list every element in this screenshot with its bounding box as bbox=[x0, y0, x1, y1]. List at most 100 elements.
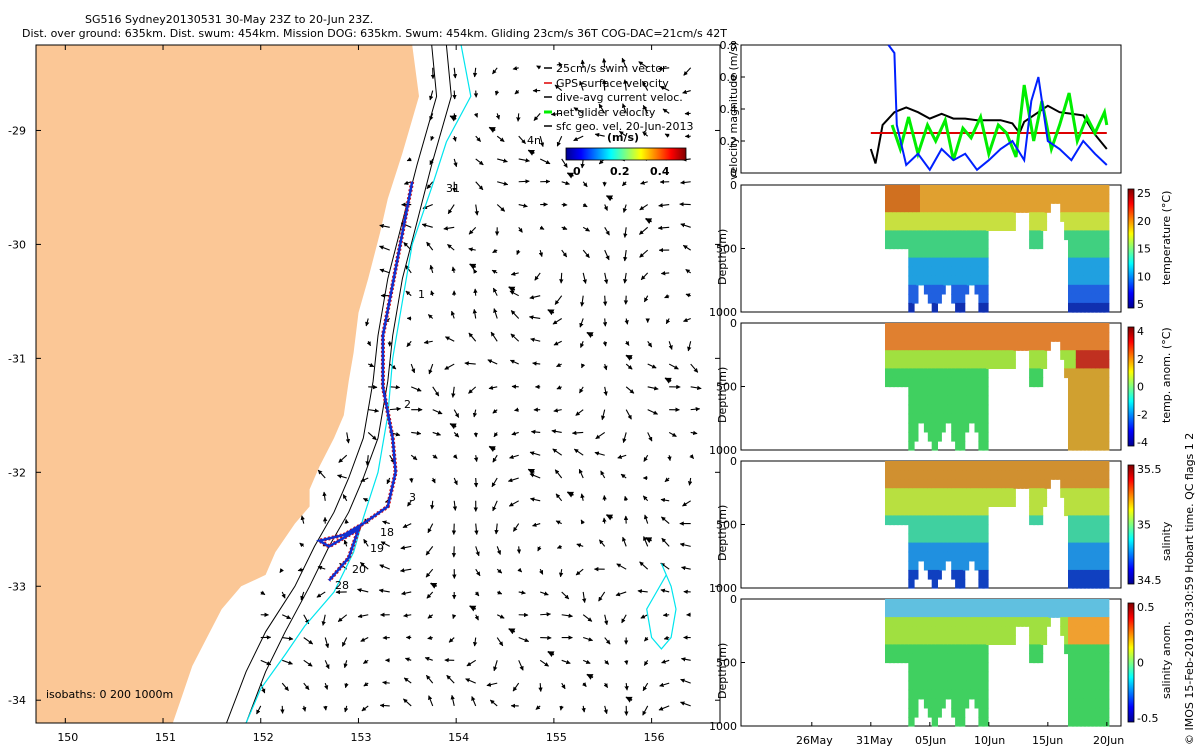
section-cell bbox=[943, 497, 950, 507]
section-cell bbox=[966, 635, 974, 645]
section-cell bbox=[1071, 506, 1079, 517]
section-cell bbox=[1099, 626, 1106, 636]
geo-vector-mark bbox=[303, 637, 314, 645]
geo-vector-mark bbox=[625, 386, 635, 394]
section-cell bbox=[955, 386, 962, 397]
section-cell bbox=[959, 533, 966, 544]
geo-vector-mark bbox=[601, 409, 606, 421]
section-cell bbox=[1095, 257, 1102, 268]
swim-vector-mark bbox=[547, 650, 555, 658]
section-cell bbox=[1099, 368, 1106, 379]
section-cell bbox=[974, 230, 981, 241]
section-cell bbox=[1103, 212, 1110, 222]
geo-vector-mark bbox=[598, 591, 606, 602]
time-axis: 26May 31May 05Jun 10Jun 15Jun 20Jun bbox=[796, 722, 1124, 747]
section-cell bbox=[892, 599, 900, 609]
section-cell bbox=[951, 293, 958, 304]
section-cell bbox=[982, 488, 989, 498]
section-cell bbox=[951, 644, 958, 655]
map-xtick-label: 154 bbox=[448, 731, 469, 744]
section-cell bbox=[931, 533, 938, 544]
section-cell bbox=[1071, 194, 1079, 204]
section-cell bbox=[994, 479, 1001, 489]
section-cell bbox=[939, 332, 946, 342]
geo-vector-mark bbox=[595, 431, 606, 440]
section-cell bbox=[935, 431, 942, 442]
section-cell bbox=[978, 689, 985, 700]
section-cell bbox=[1083, 293, 1090, 304]
section-cell bbox=[892, 461, 900, 471]
section-cell bbox=[908, 248, 915, 259]
section-cell bbox=[966, 221, 974, 231]
section-cell bbox=[1009, 221, 1016, 231]
section-cell bbox=[1079, 422, 1086, 433]
section-cell bbox=[974, 284, 981, 295]
section-cell bbox=[970, 551, 977, 562]
section-cell bbox=[1091, 716, 1098, 727]
section-cell bbox=[970, 239, 977, 250]
section-cell bbox=[1071, 626, 1079, 636]
section-cell bbox=[923, 386, 931, 397]
section-cell bbox=[1009, 599, 1016, 609]
section-cell bbox=[1099, 608, 1106, 618]
section-cell bbox=[955, 524, 962, 535]
section-cell bbox=[916, 194, 923, 204]
section-cell bbox=[1036, 323, 1044, 333]
section-cell bbox=[1091, 395, 1098, 406]
geo-vector-mark bbox=[663, 635, 670, 640]
section-cell bbox=[959, 551, 966, 562]
section-cell bbox=[935, 341, 942, 351]
section-cell bbox=[943, 608, 950, 618]
section-cell bbox=[935, 203, 942, 213]
geo-vector-mark bbox=[664, 294, 670, 299]
section-cell bbox=[908, 617, 915, 627]
section-ytick-label: 500 bbox=[716, 243, 737, 256]
map-ytick-label: -33 bbox=[8, 580, 26, 593]
section-cell bbox=[1083, 230, 1090, 241]
section-cell bbox=[943, 359, 950, 369]
section-cell bbox=[1071, 440, 1079, 451]
section-cell bbox=[1083, 689, 1090, 700]
section-cell bbox=[962, 341, 970, 351]
section-cell bbox=[1087, 404, 1094, 415]
section-cell bbox=[1005, 608, 1012, 618]
geo-vector-mark bbox=[624, 660, 629, 665]
section-cell bbox=[1099, 524, 1106, 535]
section-cell bbox=[966, 506, 974, 517]
section-cell bbox=[1068, 470, 1075, 480]
section-cell bbox=[923, 662, 931, 673]
section-cell bbox=[959, 698, 966, 709]
section-cell bbox=[920, 368, 927, 379]
section-cell bbox=[990, 470, 997, 480]
geo-vector-mark bbox=[642, 105, 649, 114]
section-cell bbox=[974, 680, 981, 691]
section-cell bbox=[892, 515, 900, 526]
section-cell bbox=[1017, 194, 1024, 204]
velocity-series-line bbox=[890, 84, 1109, 161]
section-cell bbox=[966, 359, 974, 369]
section-cell bbox=[962, 332, 970, 342]
section-cell bbox=[923, 488, 931, 498]
section-cell bbox=[1071, 644, 1079, 655]
geo-vector-mark bbox=[603, 272, 609, 285]
section-cell bbox=[916, 617, 923, 627]
section-cell bbox=[1068, 680, 1075, 691]
section-cell bbox=[1083, 461, 1090, 471]
section-cell bbox=[939, 461, 946, 471]
geo-vector-mark bbox=[658, 705, 670, 711]
section-cell bbox=[912, 608, 919, 618]
section-cell bbox=[935, 551, 942, 562]
section-cell bbox=[951, 608, 958, 618]
section-cell bbox=[1079, 542, 1086, 553]
section-cell bbox=[1095, 635, 1102, 645]
section-cell bbox=[978, 413, 985, 424]
section-cell bbox=[923, 194, 931, 204]
section-cell bbox=[974, 221, 981, 231]
section-cell bbox=[908, 221, 915, 231]
section-cell bbox=[951, 413, 958, 424]
section-cell bbox=[970, 617, 977, 627]
section-cell bbox=[900, 617, 907, 627]
section-cell bbox=[1013, 185, 1020, 195]
geo-vector-mark bbox=[453, 432, 460, 438]
section-cell bbox=[1068, 515, 1075, 526]
